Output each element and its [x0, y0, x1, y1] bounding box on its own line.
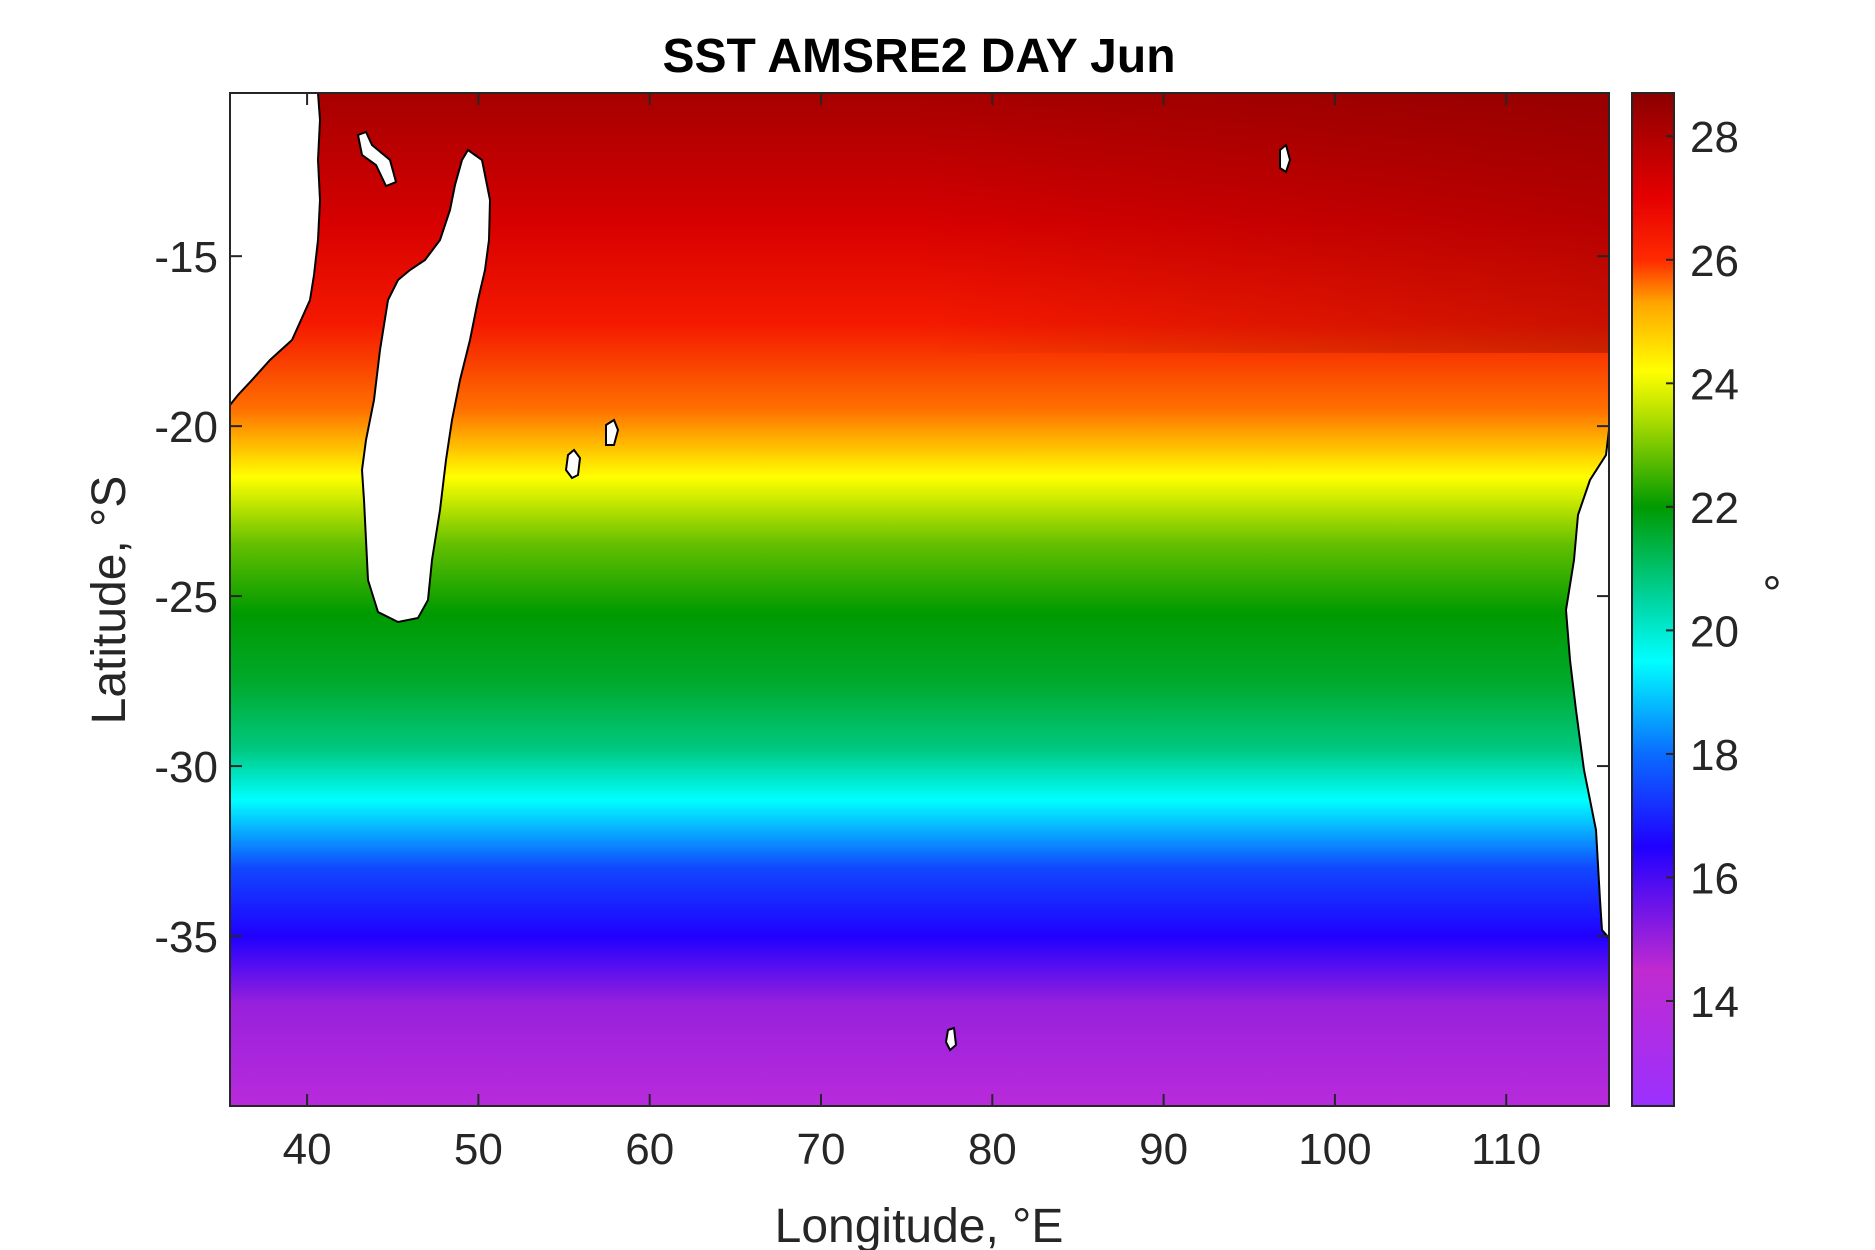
x-tick-label: 50 — [454, 1125, 503, 1174]
y-tick-label: -15 — [154, 233, 218, 282]
x-axis: 40 50 60 70 80 90 100 110 — [283, 93, 1541, 1174]
colorbar-tick-label: 20 — [1690, 607, 1739, 656]
colorbar-tick-label: 24 — [1690, 360, 1739, 409]
y-axis: -15 -20 -25 -30 -35 — [154, 233, 1609, 962]
colorbar-tick-label: 22 — [1690, 484, 1739, 533]
plot-frame — [229, 92, 1610, 1107]
x-tick-label: 90 — [1139, 1125, 1188, 1174]
island-reunion — [605, 418, 620, 446]
island-north-east — [1279, 143, 1292, 174]
colorbar-tick-label: 14 — [1690, 978, 1739, 1027]
colorbar-tick-label: 26 — [1690, 237, 1739, 286]
colorbar-tick-label: 16 — [1690, 854, 1739, 903]
island-mauritius — [564, 448, 582, 480]
x-tick-label: 60 — [625, 1125, 674, 1174]
colorbar-tick-label: 28 — [1690, 113, 1739, 162]
australia-land — [1564, 429, 1609, 940]
x-tick-label: 40 — [283, 1125, 332, 1174]
colorbar-label: ° — [1762, 568, 1781, 621]
africa-land — [230, 93, 322, 407]
x-tick-label: 110 — [1471, 1125, 1541, 1174]
island-comoros — [356, 130, 398, 188]
x-axis-label: Longitude, °E — [775, 1200, 1064, 1250]
x-tick-label: 100 — [1298, 1125, 1371, 1174]
x-tick-label: 80 — [968, 1125, 1017, 1174]
y-tick-label: -20 — [154, 403, 218, 452]
y-tick-label: -30 — [154, 743, 218, 792]
y-tick-label: -35 — [154, 913, 218, 962]
plot-area — [230, 93, 1609, 1106]
x-tick-label: 70 — [797, 1125, 846, 1174]
y-axis-label: Latitude, °S — [83, 476, 136, 725]
madagascar-land — [360, 148, 492, 624]
island-south — [944, 1026, 958, 1052]
colorbar — [1631, 92, 1675, 1107]
colorbar-axis: 28 26 24 22 20 18 16 14 — [1666, 113, 1739, 1027]
y-tick-label: -25 — [154, 573, 218, 622]
colorbar-tick-label: 18 — [1690, 731, 1739, 780]
chart-title: SST AMSRE2 DAY Jun — [662, 30, 1175, 83]
